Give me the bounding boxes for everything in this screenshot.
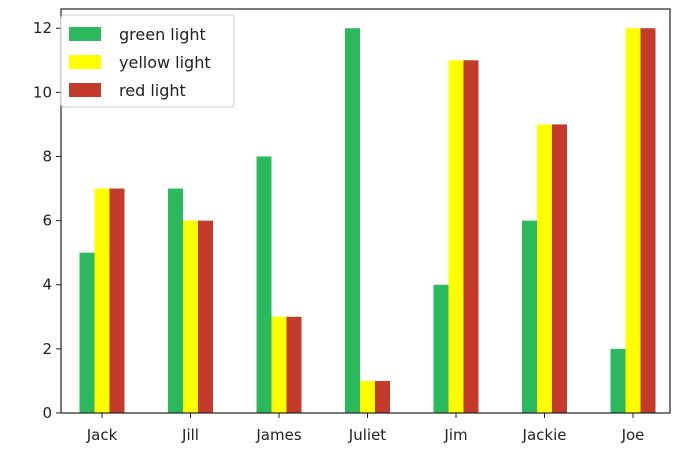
legend-label-yellow: yellow light <box>119 53 211 72</box>
y-tick-label: 10 <box>33 83 52 101</box>
bar-red-light-juliet <box>375 380 390 413</box>
bar-green-light-jack <box>79 252 95 413</box>
y-tick-label: 2 <box>42 340 52 358</box>
bars-layer <box>79 28 656 414</box>
legend: green light yellow light red light <box>60 14 235 108</box>
y-tick-label: 4 <box>42 276 52 294</box>
legend-swatch-yellow <box>69 55 101 69</box>
bar-green-light-joe <box>610 348 626 413</box>
bar-red-light-james <box>286 316 302 413</box>
x-tick-label: Jill <box>181 426 199 444</box>
bar-yellow-light-jim <box>448 60 464 414</box>
bar-yellow-light-jill <box>183 220 198 413</box>
legend-label-red: red light <box>119 81 186 100</box>
x-tick-label: Joe <box>621 426 645 444</box>
x-axis: Jack Jill James Juliet Jim Jackie Joe <box>86 413 645 444</box>
y-axis: 0 2 4 6 8 10 12 <box>33 19 61 422</box>
x-tick-label: Jackie <box>522 426 567 444</box>
bar-red-light-jackie <box>552 124 567 414</box>
y-tick-label: 6 <box>42 212 52 230</box>
legend-box <box>60 14 235 108</box>
bar-yellow-light-joe <box>625 28 641 414</box>
x-tick-label: James <box>255 426 301 444</box>
bar-green-light-jim <box>433 284 449 413</box>
bar-green-light-juliet <box>345 28 360 414</box>
bar-green-light-james <box>256 156 272 414</box>
x-tick-label: Jack <box>86 426 118 444</box>
legend-swatch-red <box>69 83 101 97</box>
bar-red-light-jill <box>198 220 213 413</box>
plot-frame <box>60 8 671 414</box>
bar-yellow-light-juliet <box>360 380 375 413</box>
bar-green-light-jill <box>168 188 183 413</box>
bar-red-light-jack <box>109 188 125 413</box>
y-tick-label: 8 <box>42 147 52 165</box>
bar-yellow-light-jackie <box>537 124 552 414</box>
legend-swatch-green <box>69 27 101 41</box>
x-tick-label: Jim <box>443 426 467 444</box>
bar-red-light-jim <box>463 60 479 414</box>
y-tick-label: 12 <box>33 19 52 37</box>
bar-green-light-jackie <box>522 220 537 413</box>
y-tick-label: 0 <box>42 404 52 422</box>
bar-red-light-joe <box>640 28 656 414</box>
bar-yellow-light-jack <box>94 188 110 413</box>
x-tick-label: Juliet <box>348 426 386 444</box>
legend-label-green: green light <box>119 25 206 44</box>
bar-yellow-light-james <box>271 316 287 413</box>
